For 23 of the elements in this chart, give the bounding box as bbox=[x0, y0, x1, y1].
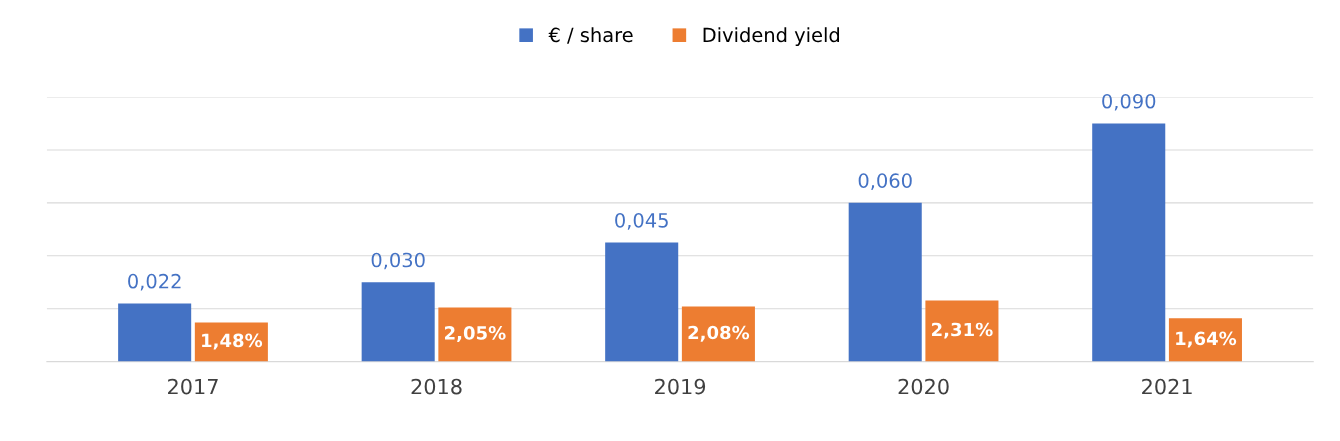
legend-label: Dividend yield bbox=[703, 27, 839, 47]
bar bbox=[438, 307, 512, 362]
bar bbox=[925, 300, 999, 362]
bar bbox=[848, 202, 922, 362]
bar bbox=[361, 282, 435, 362]
data-label: 0,030 bbox=[371, 252, 425, 270]
legend-label: € / share bbox=[548, 27, 633, 44]
data-label: 1,48% bbox=[202, 333, 263, 350]
data-label: 2,05% bbox=[444, 326, 506, 343]
data-label: 2,08% bbox=[688, 325, 750, 342]
x-tick-label: 2018 bbox=[411, 378, 462, 395]
bar bbox=[605, 242, 679, 362]
x-tick-label: 2020 bbox=[898, 378, 949, 395]
x-tick-label: 2019 bbox=[655, 378, 706, 395]
data-label: 0,090 bbox=[1102, 93, 1156, 111]
x-tick-label: 2021 bbox=[1142, 378, 1192, 395]
data-label: 0,060 bbox=[858, 173, 912, 190]
data-label: 0,045 bbox=[615, 212, 668, 230]
data-label: 1,64% bbox=[1176, 331, 1237, 348]
data-label: 0,022 bbox=[128, 273, 181, 291]
data-label: 2,31% bbox=[932, 322, 993, 339]
bar bbox=[1092, 123, 1166, 362]
x-tick-label: 2017 bbox=[168, 378, 218, 395]
